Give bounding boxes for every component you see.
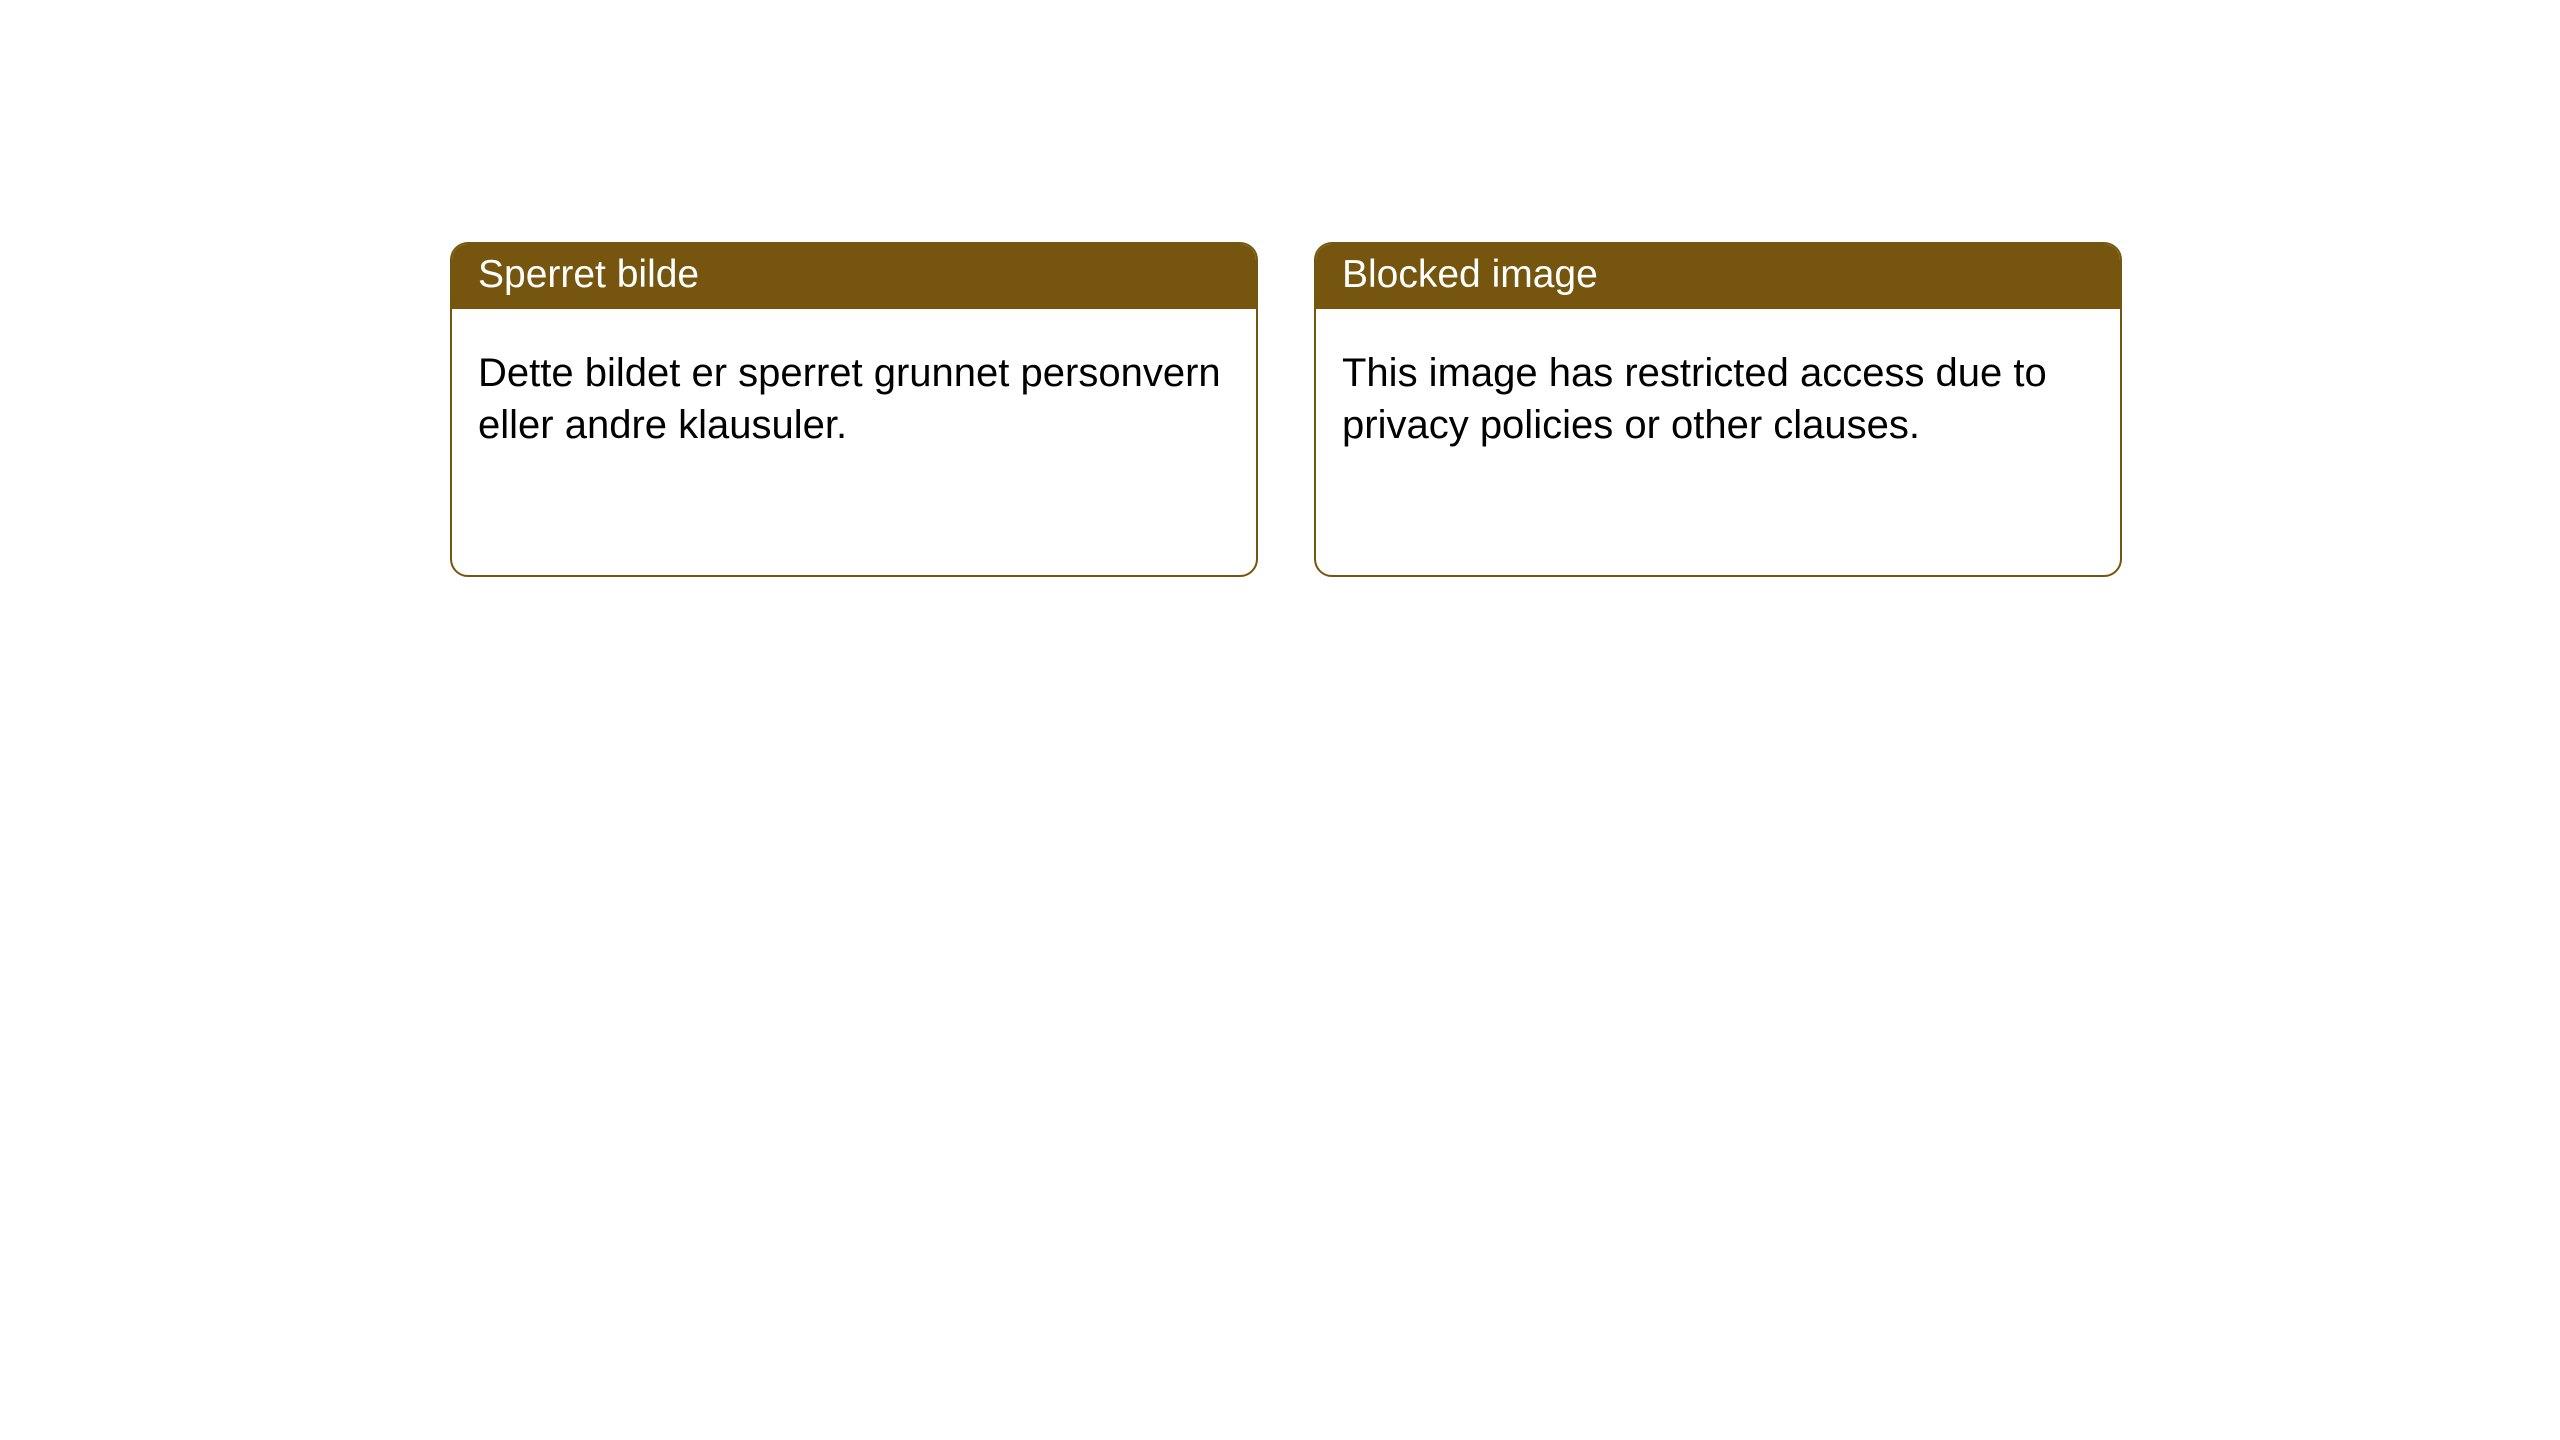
blocked-image-cards: Sperret bilde Dette bildet er sperret gr… — [450, 242, 2122, 577]
blocked-image-card-norwegian: Sperret bilde Dette bildet er sperret gr… — [450, 242, 1258, 577]
card-body: Dette bildet er sperret grunnet personve… — [452, 309, 1256, 489]
blocked-image-card-english: Blocked image This image has restricted … — [1314, 242, 2122, 577]
card-header: Blocked image — [1316, 244, 2120, 309]
card-body: This image has restricted access due to … — [1316, 309, 2120, 489]
card-header: Sperret bilde — [452, 244, 1256, 309]
